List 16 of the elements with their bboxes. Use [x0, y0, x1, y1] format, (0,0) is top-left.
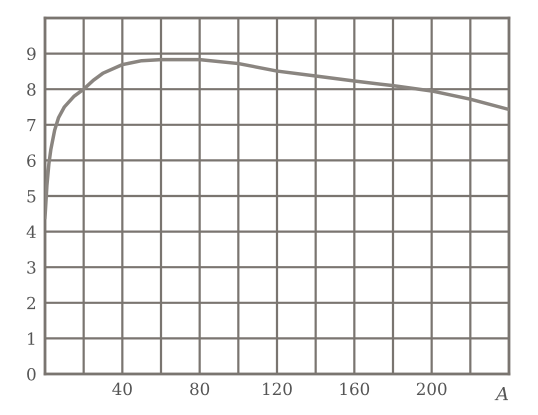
y-tick-label: 3 [27, 261, 36, 274]
y-tick-label: 4 [26, 226, 36, 238]
x-tick-label: 120 [263, 382, 292, 396]
y-tick-label: 9 [27, 48, 36, 60]
y-tick-label: 2 [27, 296, 36, 310]
x-tick-label: 160 [340, 382, 370, 396]
y-tick-label: 8 [27, 83, 36, 96]
x-tick-label: 40 [112, 382, 132, 396]
x-tick-label: 80 [190, 382, 210, 396]
y-tick-label: 5 [27, 190, 36, 203]
x-axis-title: A [494, 387, 508, 400]
x-tick-label: 200 [416, 382, 446, 396]
y-tick-label: 0 [27, 368, 36, 381]
y-tick-label: 7 [27, 118, 36, 132]
y-tick-label: 6 [27, 154, 36, 167]
y-tick-label: 1 [28, 332, 34, 345]
